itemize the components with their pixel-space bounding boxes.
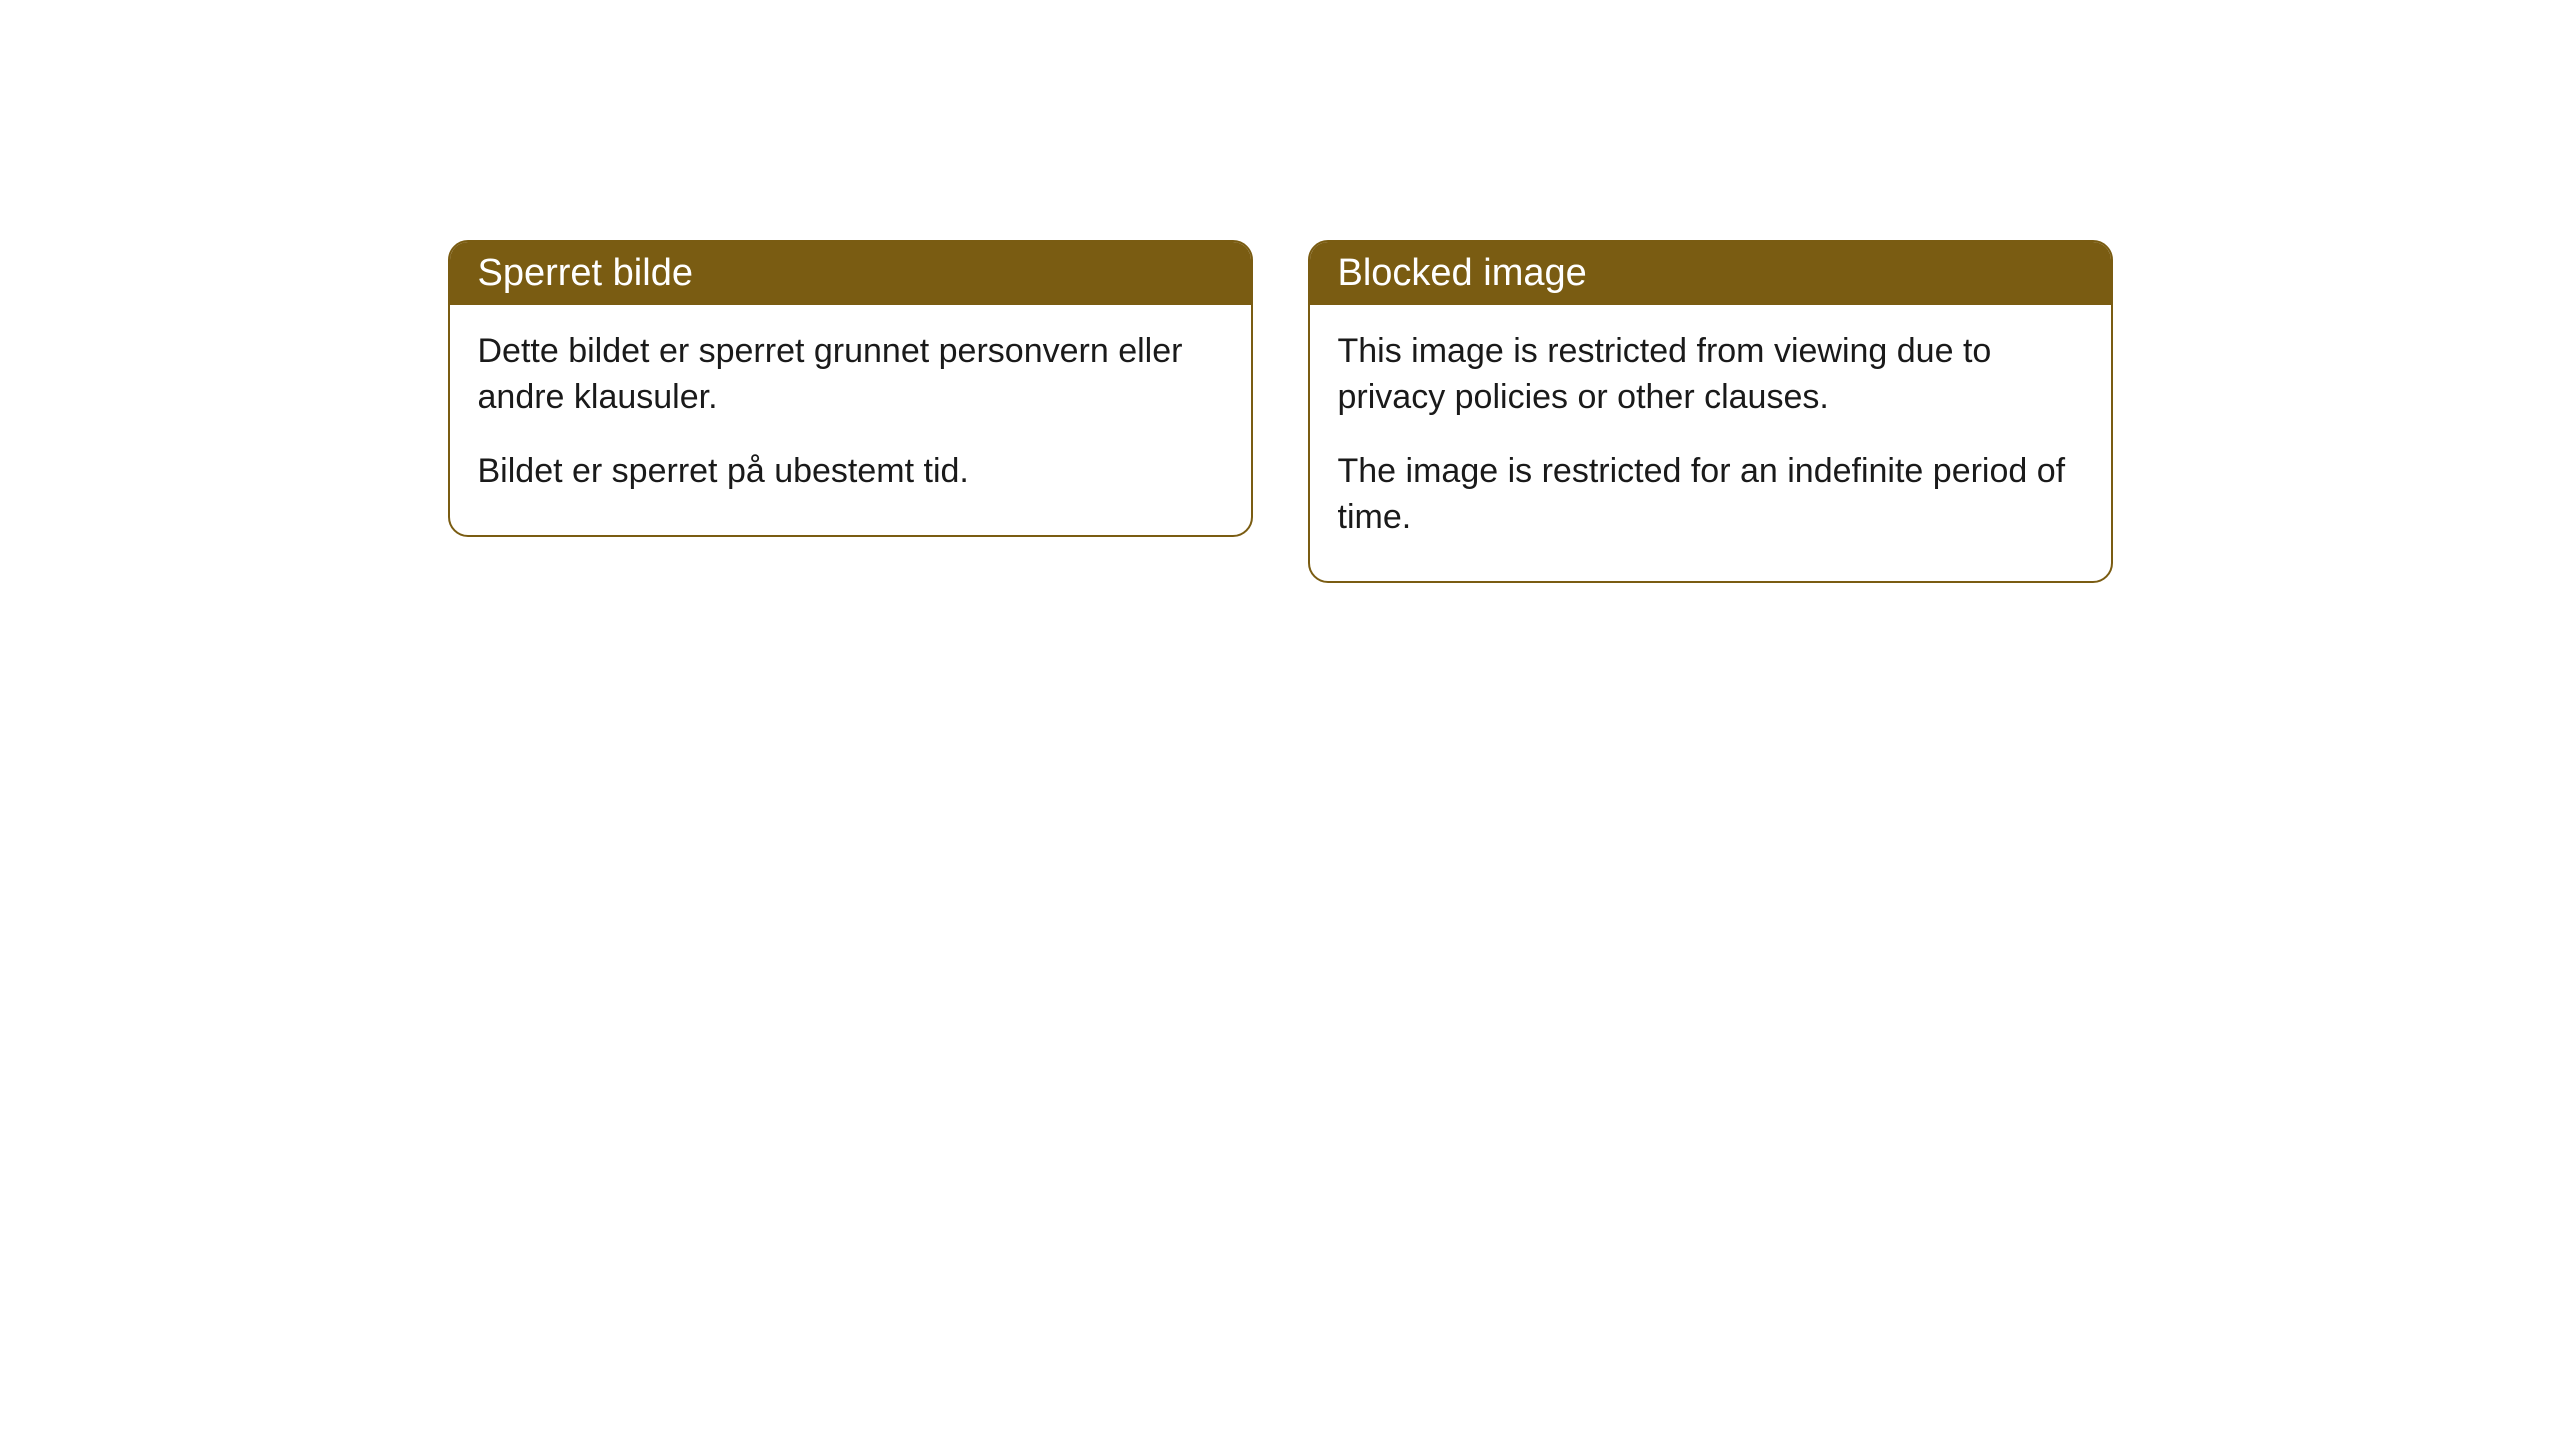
notice-paragraph: The image is restricted for an indefinit… (1338, 449, 2083, 541)
notice-paragraph: Dette bildet er sperret grunnet personve… (478, 329, 1223, 421)
blocked-image-notice-en: Blocked image This image is restricted f… (1308, 240, 2113, 583)
notice-header: Blocked image (1310, 242, 2111, 305)
notice-title: Blocked image (1338, 252, 1587, 294)
notice-title: Sperret bilde (478, 252, 693, 294)
blocked-image-notice-no: Sperret bilde Dette bildet er sperret gr… (448, 240, 1253, 537)
notice-paragraph: This image is restricted from viewing du… (1338, 329, 2083, 421)
notice-header: Sperret bilde (450, 242, 1251, 305)
notice-body: This image is restricted from viewing du… (1310, 305, 2111, 581)
notice-body: Dette bildet er sperret grunnet personve… (450, 305, 1251, 535)
notice-paragraph: Bildet er sperret på ubestemt tid. (478, 449, 1223, 495)
